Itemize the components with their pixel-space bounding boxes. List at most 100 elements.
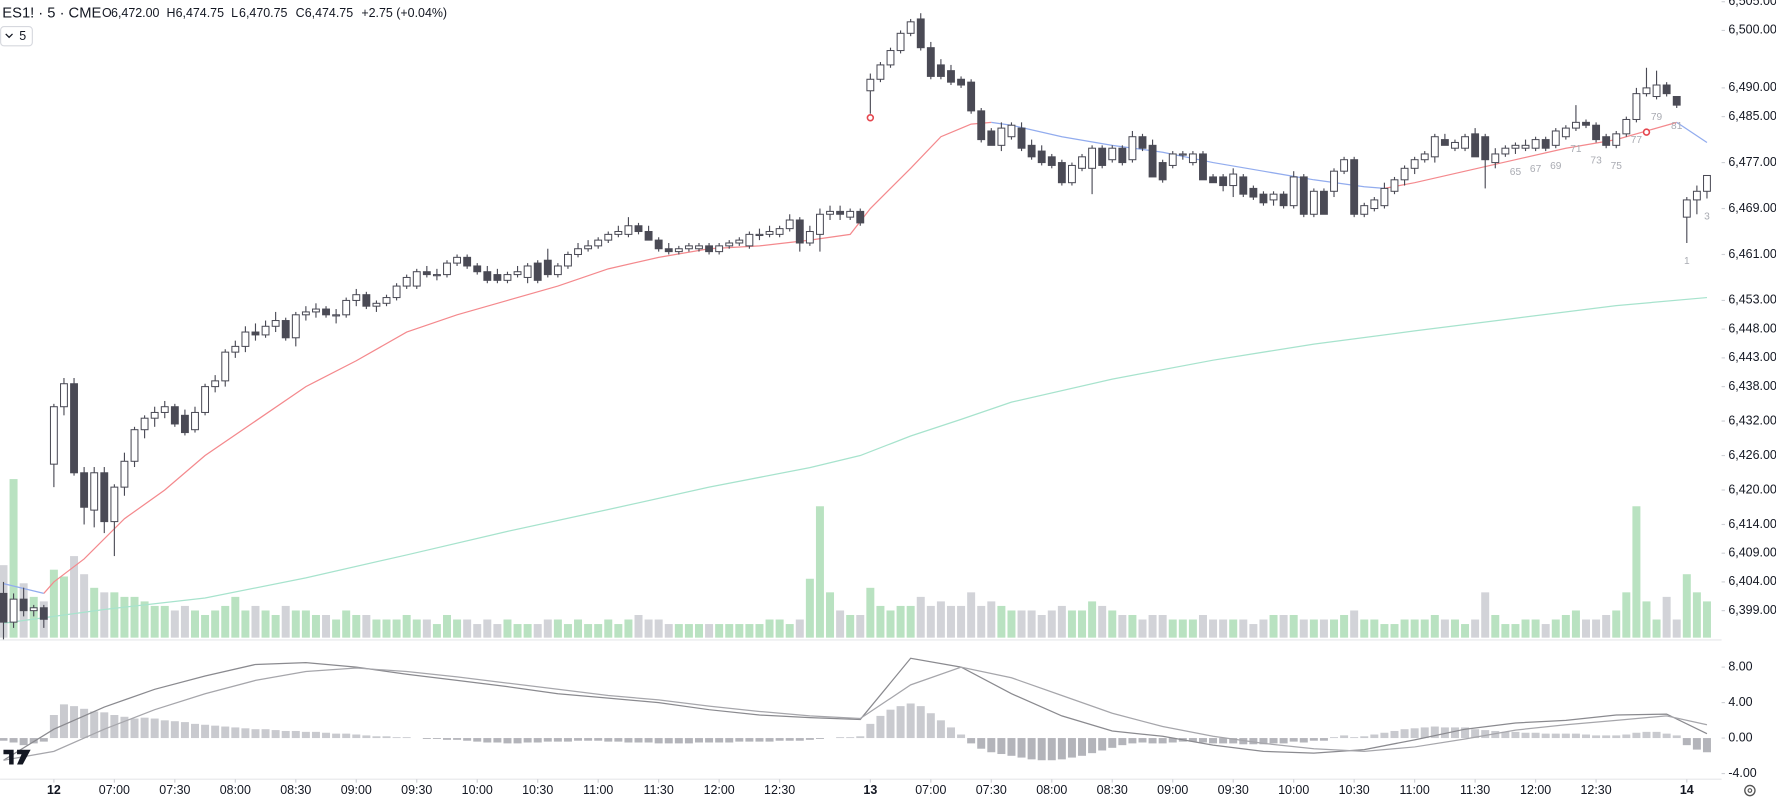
x-tick-label: 14	[1680, 783, 1694, 797]
candle-body	[1672, 95, 1681, 106]
settings-gear-center[interactable]	[1747, 788, 1753, 793]
x-tick-label: 08:00	[1036, 783, 1067, 797]
candle-body	[1551, 130, 1560, 146]
volume-bar	[604, 619, 613, 638]
macd-histogram-bar	[1702, 738, 1711, 753]
macd-histogram-bar	[1017, 738, 1026, 758]
interval-button-frame[interactable]	[0, 26, 33, 47]
volume-bar	[231, 596, 240, 638]
candle-body	[312, 308, 320, 313]
macd-histogram-bar	[1148, 738, 1157, 744]
candle-body	[785, 219, 794, 230]
volume-bar	[352, 614, 361, 638]
interval-button[interactable]: 5	[0, 26, 33, 47]
volume-bar	[1511, 624, 1520, 638]
macd-histogram-bar	[644, 738, 653, 743]
candle-body	[936, 64, 945, 77]
volume-bar	[1219, 619, 1228, 638]
candle-body	[674, 248, 683, 253]
macd-histogram-bar	[281, 730, 290, 739]
macd-tick-label: 8.00	[1728, 659, 1752, 673]
candle-body	[1259, 193, 1268, 204]
symbol-title: ES1! · 5 · CME	[2, 5, 101, 21]
settings-button[interactable]	[1744, 784, 1756, 797]
candle-body	[745, 233, 754, 247]
volume-bar	[594, 624, 603, 638]
candle-body	[271, 320, 280, 327]
volume-bar	[271, 614, 280, 638]
candle-body	[170, 406, 179, 425]
candle-body	[826, 210, 834, 215]
candle-body	[543, 259, 552, 276]
volume-bar	[362, 614, 371, 638]
volume-bar	[1229, 619, 1238, 638]
volume-bar	[241, 610, 250, 638]
volume-bar	[483, 619, 492, 638]
volume-bar	[755, 624, 764, 638]
volume-bar	[160, 605, 169, 638]
macd-histogram-bar	[473, 738, 482, 742]
candle-body	[866, 78, 875, 92]
macd-histogram-bar	[241, 728, 250, 739]
volume-bar	[90, 587, 99, 638]
macd-histogram-bar	[1098, 738, 1107, 751]
candle-body	[997, 127, 1006, 146]
y-tick-label: 6,404.00	[1728, 574, 1776, 588]
interval-chevron[interactable]	[5, 33, 13, 39]
macd-histogram-bar	[574, 738, 583, 741]
macd-histogram-bar	[745, 738, 754, 742]
macd-histogram-bar	[967, 738, 976, 744]
candle-body	[1219, 176, 1228, 187]
macd-histogram-bar	[1430, 726, 1439, 739]
volume-bar	[412, 619, 421, 638]
macd-histogram-bar	[322, 732, 331, 739]
macd-histogram-bar	[926, 713, 935, 739]
volume-bar	[856, 614, 865, 638]
candle-body	[251, 331, 260, 336]
macd-histogram-bar	[1188, 738, 1197, 742]
candle-body	[836, 210, 845, 215]
candle-body	[1420, 153, 1429, 161]
volume-bar	[967, 592, 976, 638]
candle-body	[654, 239, 663, 250]
volume-bar	[886, 610, 895, 638]
settings-gear[interactable]	[1744, 784, 1756, 797]
candle-body	[70, 383, 78, 474]
candle-body	[1461, 136, 1469, 149]
candle-body	[29, 607, 38, 612]
macd-histogram-bar	[29, 738, 38, 744]
volume-bar	[574, 619, 583, 638]
candle-body	[473, 265, 482, 273]
volume-bar	[1067, 610, 1076, 638]
background	[0, 639, 1722, 780]
macd-histogram-bar	[503, 738, 512, 744]
volume-bar	[342, 610, 351, 638]
tv-logo[interactable]	[3, 749, 31, 765]
close-label: C	[296, 6, 305, 20]
volume-bar	[946, 605, 955, 638]
volume-bar	[1521, 619, 1530, 638]
volume-bar	[473, 624, 482, 638]
candle-body	[574, 248, 582, 255]
change-value: +2.75 (+0.04%)	[361, 6, 447, 20]
bar-count-label: 75	[1611, 161, 1623, 172]
macd-histogram-bar	[594, 738, 603, 741]
candle-body	[523, 265, 532, 278]
macd-histogram-bar	[775, 738, 784, 741]
candle-body	[1602, 136, 1611, 146]
candle-body	[1380, 187, 1389, 207]
candle-body	[180, 414, 189, 434]
macd-histogram-bar	[1541, 733, 1550, 739]
candle-body	[493, 274, 502, 281]
candle-body	[1561, 127, 1570, 138]
moving-average-line	[1676, 121, 1708, 143]
candle-body	[1592, 124, 1601, 141]
tv-logo-shape[interactable]	[3, 749, 31, 765]
volume-bar	[1702, 601, 1711, 638]
macd-histogram-bar	[90, 711, 99, 739]
interval-value[interactable]: 5	[19, 29, 26, 43]
candle-body	[967, 81, 976, 112]
macd-histogram-bar	[70, 706, 79, 739]
candle-body	[1319, 190, 1328, 215]
candle-body	[1158, 162, 1167, 181]
